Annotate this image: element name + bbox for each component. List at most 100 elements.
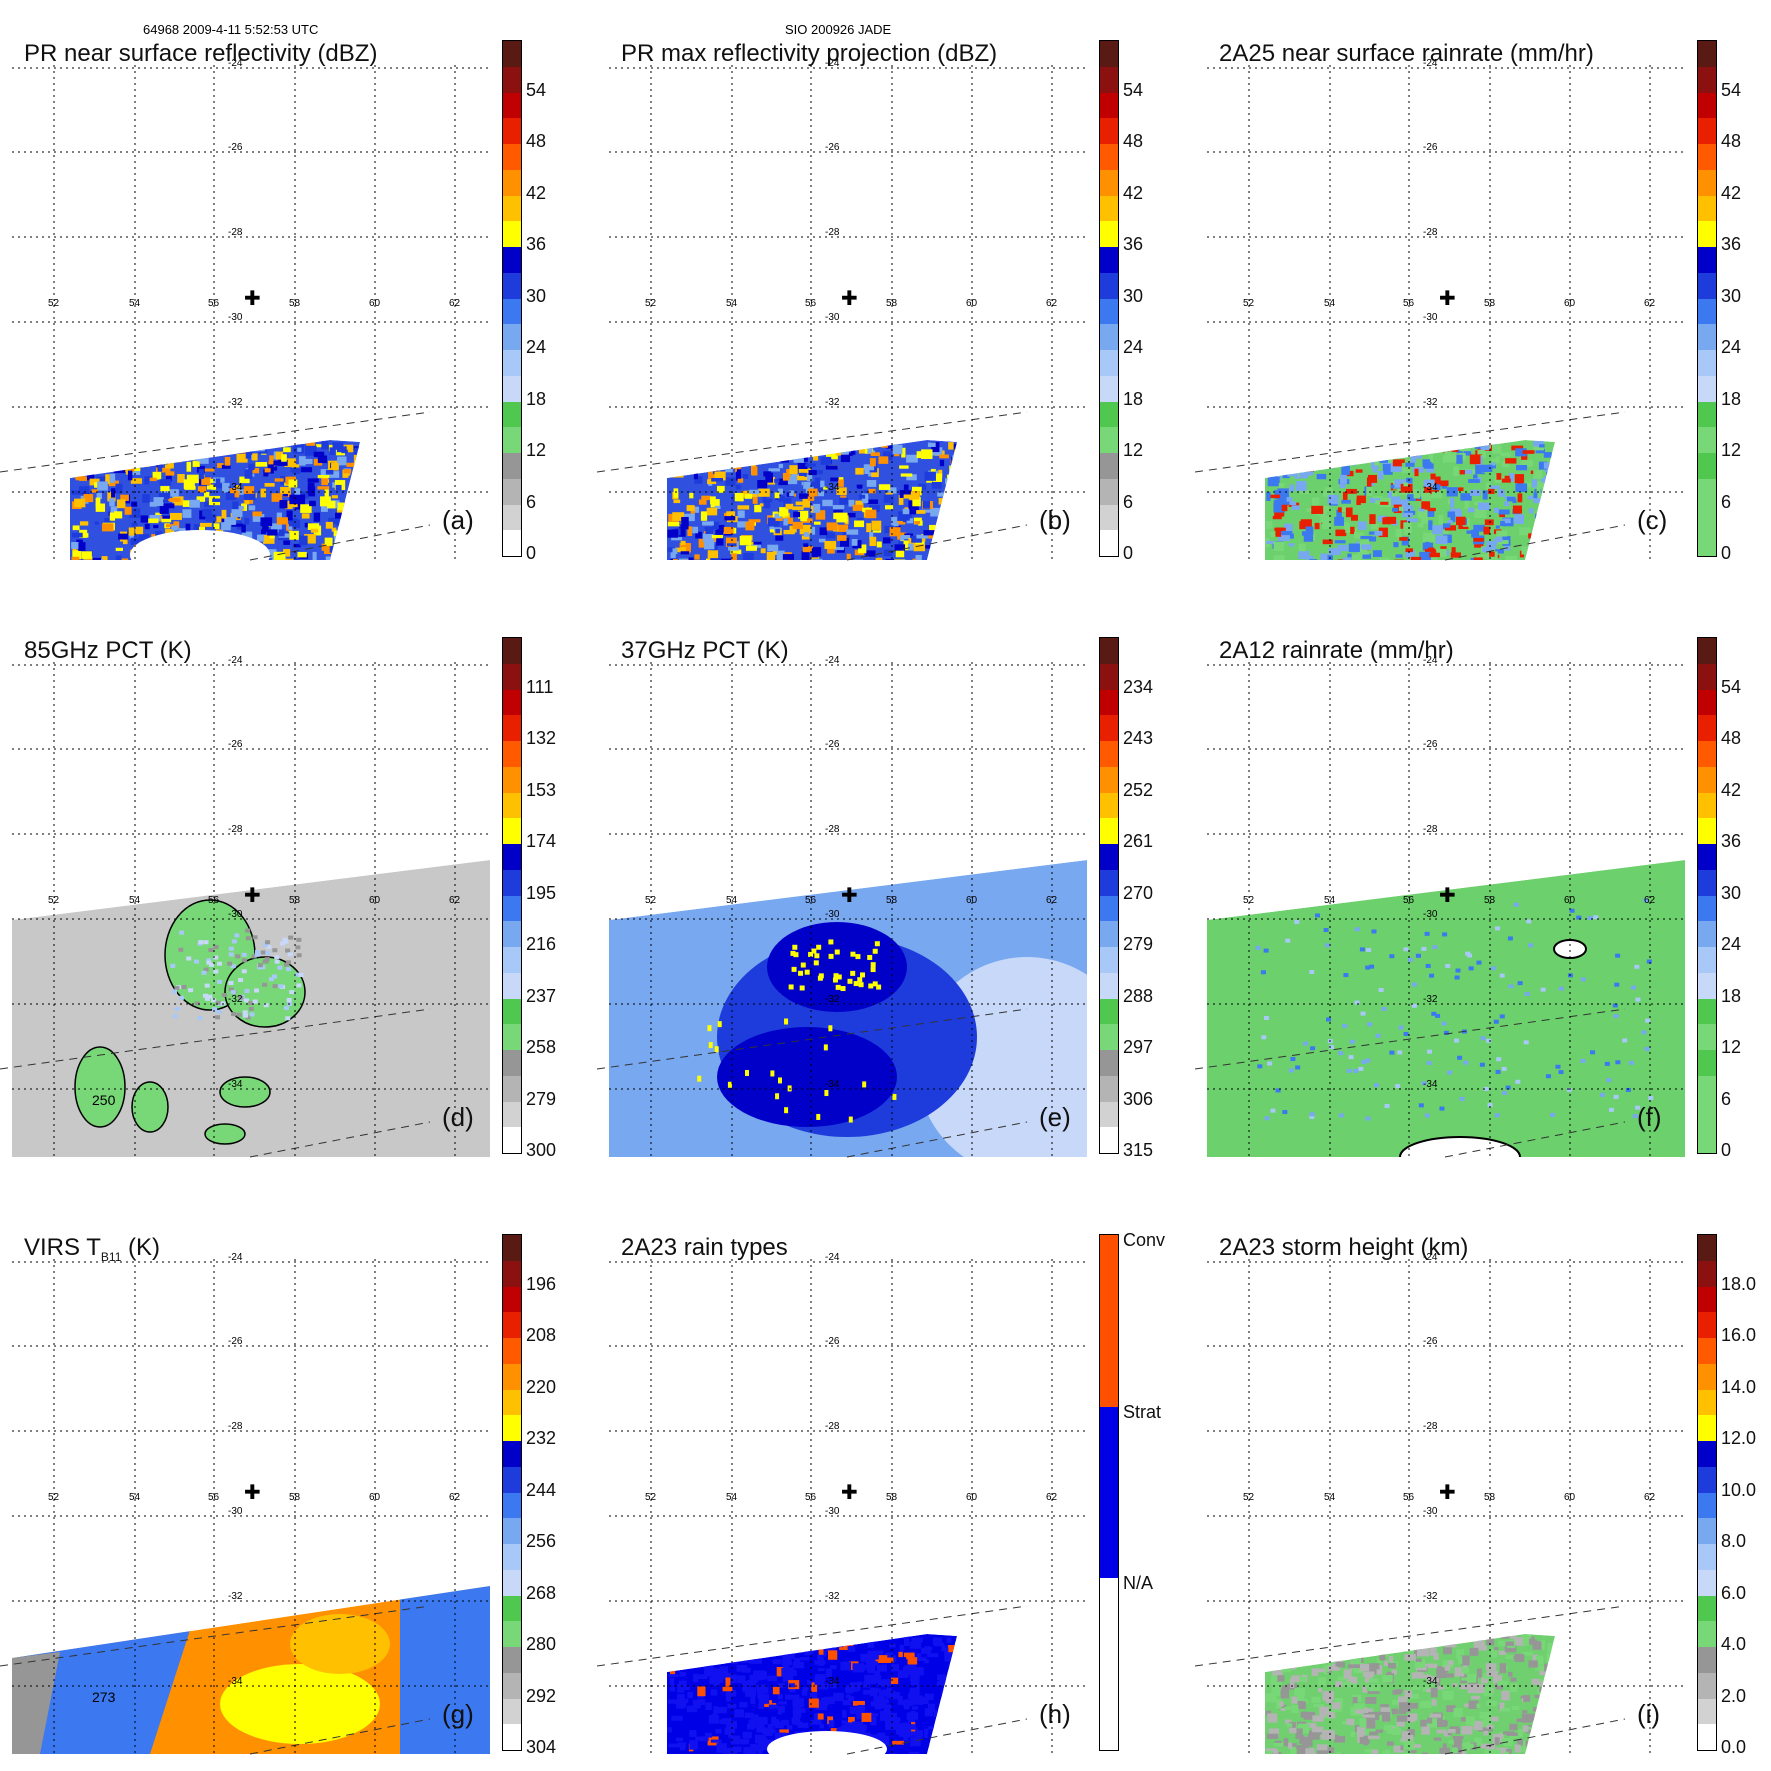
panel-g: 52 54 56 58 60 62 -24 -26 -28 -30 -32 -34 ✚ VIRS TB11… — [0, 1234, 560, 1757]
colorbar-tick-label: 30 — [526, 285, 547, 306]
colorbar-segment — [503, 375, 521, 402]
colorbar-segment — [503, 921, 521, 947]
lat-label: -34 — [825, 482, 840, 493]
colorbar-segment — [1100, 195, 1118, 222]
lat-label: -30 — [228, 909, 243, 920]
lat-label: -30 — [1423, 312, 1438, 323]
contour-label: 273 — [92, 1689, 116, 1705]
colorbar-segment — [1698, 1441, 1716, 1467]
lat-label: -24 — [825, 655, 840, 666]
panel-title: PR near surface reflectivity (dBZ) — [24, 40, 377, 68]
colorbar-segment — [1698, 1518, 1716, 1544]
colorbar-tick-label: 304 — [526, 1737, 557, 1757]
panel-title: 85GHz PCT (K) — [24, 637, 192, 665]
colorbar-segment — [1100, 144, 1118, 170]
panel-title-text: 2A23 storm height (km) — [1219, 1234, 1469, 1261]
map-a — [0, 65, 490, 561]
colorbar-tick-label: 196 — [526, 1273, 557, 1294]
panel-i: 52 54 56 58 60 62 -24 -26 -28 -30 -32 -34 ✚ 2A23 stor… — [1195, 1234, 1756, 1757]
lon-label: 58 — [886, 1492, 898, 1503]
colorbar-segment — [503, 1698, 521, 1725]
lat-label: -32 — [825, 397, 840, 408]
storm-center-marker: ✚ — [841, 1480, 858, 1504]
swath-edge-line — [1444, 524, 1626, 561]
lat-label: -24 — [228, 58, 243, 69]
colorbar-b — [1099, 40, 1119, 557]
lat-label: -34 — [228, 1676, 243, 1687]
lon-label: 58 — [1484, 895, 1496, 906]
colorbar-segment — [1100, 1127, 1118, 1153]
colorbar-tick-label: 297 — [1123, 1037, 1154, 1057]
colorbar-tick-label: 216 — [526, 934, 557, 954]
panel-title: 2A23 rain types — [621, 1234, 788, 1262]
lat-label: -30 — [228, 312, 243, 323]
colorbar-tick-label: 6 — [1721, 491, 1732, 512]
lat-label: -34 — [825, 1079, 840, 1090]
colorbar-tick-label: 195 — [526, 882, 557, 903]
colorbar-tick-label: 18 — [526, 388, 547, 409]
lon-label: 52 — [645, 895, 657, 906]
colorbar-segment — [1698, 1492, 1716, 1519]
colorbar-tick-label: 111 — [526, 676, 554, 697]
colorbar-tick-label: 36 — [526, 234, 547, 254]
lat-label: -34 — [228, 482, 243, 493]
map-g — [0, 1259, 490, 1755]
colorbar-segment — [503, 1466, 521, 1493]
lat-label: -26 — [825, 142, 840, 153]
colorbar-tick-label: 48 — [526, 131, 547, 151]
colorbar-segment — [503, 504, 521, 531]
colorbar-c — [1697, 40, 1717, 557]
colorbar-segment — [1100, 1406, 1118, 1579]
orbit-info-header: 64968 2009-4-11 5:52:53 UTC — [143, 22, 319, 37]
panel-letter: (c) — [1637, 505, 1668, 535]
lon-label: 58 — [289, 895, 301, 906]
panel-letter: (h) — [1039, 1699, 1071, 1729]
panel-title-text: 2A12 rainrate (mm/hr) — [1219, 637, 1454, 664]
lon-label: 54 — [726, 298, 738, 309]
lon-label: 54 — [129, 1492, 141, 1503]
panel-title: VIRS TB11 (K) — [24, 1234, 160, 1264]
panel-title-text: VIRS T — [24, 1234, 101, 1261]
colorbar-segment — [1698, 1363, 1716, 1390]
lat-label: -24 — [228, 1252, 243, 1263]
colorbar-tick-label: 42 — [1721, 779, 1742, 800]
colorbar-tick-label: 258 — [526, 1037, 557, 1057]
colorbar-segment — [1100, 324, 1118, 350]
colorbar-segment — [503, 715, 521, 741]
colorbar-segment — [1100, 1075, 1118, 1102]
colorbar-segment — [1100, 375, 1118, 402]
colorbar-segment — [1698, 1075, 1716, 1102]
swath-edge-line — [597, 1605, 1028, 1667]
colorbar-segment — [503, 818, 521, 844]
panel-h: 52 54 56 58 60 62 -24 -26 -28 -30 -32 -34 ✚ 2A23 rain… — [597, 1230, 1165, 1755]
panel-title-text: 85GHz PCT (K) — [24, 637, 192, 664]
colorbar-segment — [1698, 1544, 1716, 1570]
colorbar-segment — [1698, 1647, 1716, 1673]
colorbar-segment — [1698, 1235, 1716, 1261]
colorbar-tick-label: 8.0 — [1721, 1531, 1747, 1551]
lon-label: 52 — [645, 1492, 657, 1503]
colorbar-tick-label: 18 — [1123, 388, 1144, 409]
colorbar-segment — [1698, 350, 1716, 376]
colorbar-segment — [1100, 869, 1118, 896]
colorbar-tick-label: 30 — [1123, 285, 1144, 306]
colorbar-segment — [1698, 118, 1716, 144]
colorbar-segment — [1698, 792, 1716, 819]
colorbar-segment — [503, 195, 521, 222]
colorbar-category-label: N/A — [1123, 1573, 1154, 1594]
colorbar-segment — [1100, 401, 1118, 428]
colorbar-segment — [503, 1724, 521, 1750]
colorbar-segment — [503, 324, 521, 350]
panel-letter: (f) — [1637, 1102, 1662, 1132]
swath-edge-line — [597, 1008, 1028, 1070]
colorbar-f — [1697, 637, 1717, 1154]
data-field-b — [667, 440, 957, 560]
lon-label: 56 — [1403, 298, 1415, 309]
lon-label: 56 — [1403, 895, 1415, 906]
colorbar-segment — [1698, 1389, 1716, 1416]
colorbar-segment — [1698, 1260, 1716, 1287]
panel-letter: (e) — [1039, 1102, 1071, 1132]
colorbar-segment — [503, 741, 521, 767]
storm-center-marker: ✚ — [244, 883, 261, 907]
colorbar-segment — [1100, 1101, 1118, 1128]
